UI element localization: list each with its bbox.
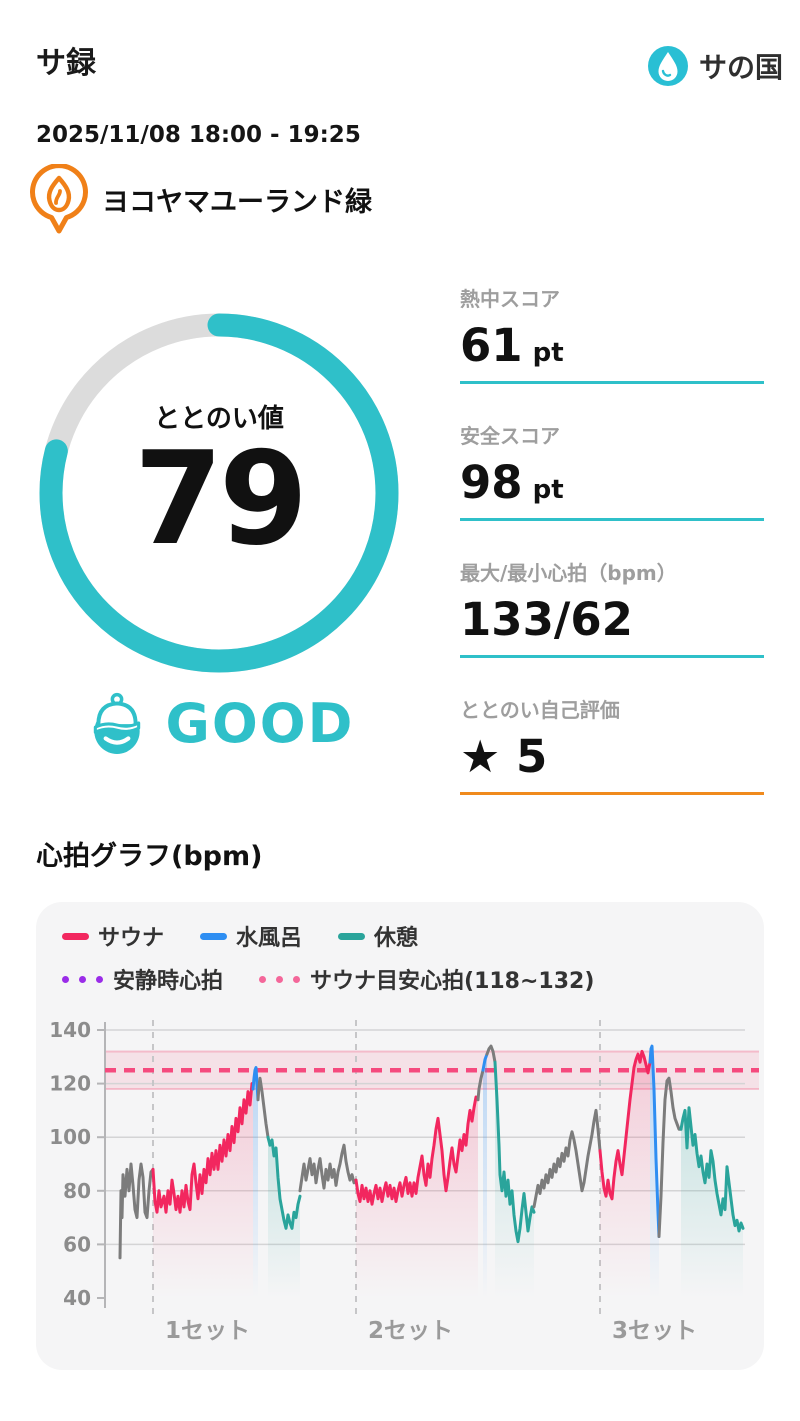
stat-safety-score: 安全スコア 98 pt — [460, 420, 764, 521]
legend-item: 休憩 — [338, 920, 418, 952]
stat-value: 98 — [460, 456, 523, 509]
legend-item: サウナ — [62, 920, 164, 952]
heart-rate-chart-card: サウナ 水風呂 休憩安静時心拍 サウナ目安心拍(118~132) 40 60 80 100 1… — [36, 902, 764, 1370]
svg-text:3セット: 3セット — [612, 1318, 697, 1344]
stats-list: 熱中スコア 61 pt 安全スコア 98 pt 最大/最小心拍（bpm） 133… — [460, 283, 764, 831]
legend-dot-swatch — [276, 975, 284, 983]
legend-item: 水風呂 — [200, 920, 302, 952]
legend-dot-swatch — [79, 975, 86, 983]
rating-text: GOOD — [165, 691, 355, 755]
heart-rate-plot: 40 60 80 100 120 140 1セット 2セット 3セット — [49, 1018, 759, 1344]
stat-max-min-hr: 最大/最小心拍（bpm） 133/62 — [460, 557, 764, 658]
stat-value: 133/62 — [460, 593, 633, 646]
svg-text:100: 100 — [49, 1125, 91, 1149]
chart-section-title: 心拍グラフ(bpm) — [36, 841, 263, 872]
legend-dot-swatch — [62, 975, 69, 983]
svg-text:1セット: 1セット — [165, 1318, 250, 1344]
venue-row: ヨコヤマユーランド緑 — [28, 164, 372, 234]
svg-text:140: 140 — [49, 1018, 91, 1042]
page-title: サ録 — [36, 46, 96, 81]
stat-unit: pt — [532, 338, 564, 368]
stat-self-rating: ととのい自己評価 ★ 5 — [460, 694, 764, 795]
legend-label: サウナ目安心拍(118~132) — [310, 969, 595, 994]
svg-text:80: 80 — [63, 1179, 91, 1203]
legend-dot-swatch — [293, 975, 301, 983]
svg-text:60: 60 — [63, 1232, 91, 1256]
app-logo: サの国 — [646, 44, 783, 88]
chart-legend: サウナ 水風呂 休憩安静時心拍 サウナ目安心拍(118~132) — [62, 920, 594, 995]
water-drop-icon — [648, 46, 688, 86]
stat-unit: pt — [532, 475, 564, 505]
gauge-ring — [39, 313, 399, 673]
legend-label: 安静時心拍 — [113, 969, 224, 994]
stat-label: 最大/最小心拍（bpm） — [460, 561, 677, 585]
legend-line-swatch — [338, 932, 366, 940]
legend-item: サウナ目安心拍(118~132) — [259, 963, 594, 995]
stat-label: ととのい自己評価 — [460, 698, 620, 722]
stat-value: 61 — [460, 319, 523, 372]
session-datetime: 2025/11/08 18:00 - 19:25 — [36, 122, 361, 148]
svg-text:2セット: 2セット — [368, 1318, 453, 1344]
stat-heat-score: 熱中スコア 61 pt — [460, 283, 764, 384]
legend-item: 安静時心拍 — [62, 963, 223, 995]
gauge-value: 79 — [133, 425, 308, 574]
legend-label: 休憩 — [374, 926, 419, 951]
stat-label: 熱中スコア — [460, 287, 560, 311]
legend-dot-swatch — [259, 975, 267, 983]
legend-row: 安静時心拍 サウナ目安心拍(118~132) — [62, 963, 594, 995]
venue-name: ヨコヤマユーランド緑 — [102, 186, 372, 218]
gauge-progress — [39, 313, 399, 673]
flame-pin-icon — [30, 164, 88, 234]
legend-line-swatch — [62, 932, 89, 940]
legend-label: サウナ — [98, 926, 165, 951]
sauna-hat-face-icon — [93, 692, 140, 754]
svg-text:40: 40 — [63, 1286, 91, 1310]
stat-value: ★ 5 — [460, 730, 548, 783]
stat-label: 安全スコア — [460, 424, 560, 448]
gauge-label: ととのい値 — [154, 404, 284, 434]
totonoi-gauge: ととのい値 79 — [28, 302, 410, 684]
rating-row: GOOD — [28, 690, 410, 756]
legend-label: 水風呂 — [236, 926, 303, 951]
legend-dot-swatch — [96, 975, 103, 983]
legend-line-swatch — [200, 932, 228, 940]
logo-text: サの国 — [699, 51, 784, 84]
legend-row: サウナ 水風呂 休憩 — [62, 920, 594, 952]
svg-text:120: 120 — [49, 1072, 91, 1096]
